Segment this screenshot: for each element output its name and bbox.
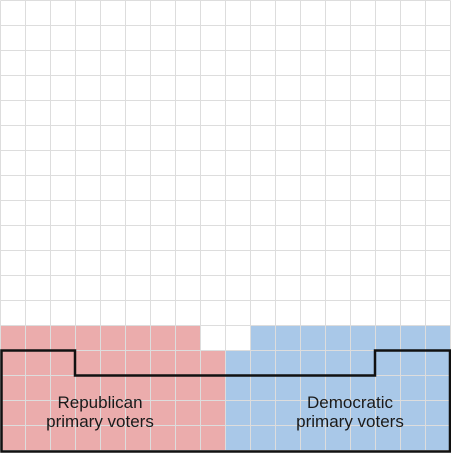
democratic-cell	[400, 375, 426, 401]
republican-cell	[125, 350, 151, 376]
democratic-cell	[375, 425, 401, 451]
democratic-cell	[225, 425, 251, 451]
democratic-cell	[275, 350, 301, 376]
democratic-cell	[350, 375, 376, 401]
democratic-cell	[250, 350, 276, 376]
democratic-cell	[425, 425, 451, 451]
democratic-cell	[325, 400, 351, 426]
republican-cell	[50, 425, 76, 451]
republican-cell	[175, 325, 201, 351]
democratic-cell	[250, 400, 276, 426]
republican-cell	[0, 325, 26, 351]
republican-cell	[125, 325, 151, 351]
republican-cell	[125, 425, 151, 451]
republican-cell	[25, 350, 51, 376]
republican-cell	[50, 325, 76, 351]
republican-cell	[0, 375, 26, 401]
republican-cell	[50, 400, 76, 426]
voters-outline	[0, 349, 451, 453]
cells-layer	[0, 325, 451, 451]
democratic-cell	[300, 400, 326, 426]
democratic-cell	[300, 350, 326, 376]
republican-cell	[0, 400, 26, 426]
republican-cell	[100, 400, 126, 426]
democratic-cell	[325, 350, 351, 376]
democratic-cell	[400, 350, 426, 376]
republican-cell	[25, 325, 51, 351]
republican-cell	[100, 325, 126, 351]
republican-cell	[125, 375, 151, 401]
republican-cell	[150, 350, 176, 376]
republican-cell	[50, 375, 76, 401]
republican-cell	[100, 425, 126, 451]
republican-cell	[175, 350, 201, 376]
republican-cell	[25, 400, 51, 426]
democratic-cell	[275, 425, 301, 451]
republican-cell	[175, 400, 201, 426]
democratic-cell	[350, 425, 376, 451]
republican-cell	[200, 375, 226, 401]
republican-cell	[125, 400, 151, 426]
republican-cell	[75, 400, 101, 426]
democratic-cell	[375, 350, 401, 376]
republican-cell	[150, 375, 176, 401]
democratic-cell	[350, 325, 376, 351]
democratic-cell	[300, 325, 326, 351]
republican-primary-voters-label: Republican primary voters	[46, 393, 154, 431]
democratic-cell	[400, 425, 426, 451]
democratic-primary-voters-label: Democratic primary voters	[296, 393, 404, 431]
democratic-cell	[350, 350, 376, 376]
democratic-cell	[225, 375, 251, 401]
democratic-cell	[275, 400, 301, 426]
democratic-cell	[350, 400, 376, 426]
republican-cell	[200, 400, 226, 426]
democratic-cell	[375, 325, 401, 351]
democratic-cell	[400, 400, 426, 426]
republican-cell	[0, 425, 26, 451]
democratic-cell	[325, 325, 351, 351]
democratic-cell	[375, 375, 401, 401]
republican-cell	[150, 425, 176, 451]
democratic-cell	[300, 425, 326, 451]
democratic-cell	[250, 425, 276, 451]
republican-cell	[200, 425, 226, 451]
republican-cell	[0, 350, 26, 376]
democratic-cell	[250, 325, 276, 351]
republican-cell	[175, 375, 201, 401]
democratic-cell	[225, 350, 251, 376]
republican-cell	[175, 425, 201, 451]
republican-cell	[75, 350, 101, 376]
republican-cell	[200, 350, 226, 376]
republican-cell	[75, 425, 101, 451]
republican-cell	[150, 400, 176, 426]
democratic-cell	[250, 375, 276, 401]
democratic-cell	[425, 350, 451, 376]
republican-cell	[150, 325, 176, 351]
republican-cell	[100, 375, 126, 401]
democratic-cell	[275, 325, 301, 351]
democratic-cell	[325, 425, 351, 451]
republican-cell	[50, 350, 76, 376]
republican-cell	[75, 325, 101, 351]
republican-cell	[25, 375, 51, 401]
democratic-cell	[375, 400, 401, 426]
democratic-cell	[300, 375, 326, 401]
democratic-cell	[425, 400, 451, 426]
republican-cell	[75, 375, 101, 401]
republican-cell	[25, 425, 51, 451]
republican-cell	[100, 350, 126, 376]
democratic-cell	[275, 375, 301, 401]
democratic-cell	[225, 400, 251, 426]
democratic-cell	[425, 325, 451, 351]
democratic-cell	[425, 375, 451, 401]
democratic-cell	[400, 325, 426, 351]
democratic-cell	[325, 375, 351, 401]
